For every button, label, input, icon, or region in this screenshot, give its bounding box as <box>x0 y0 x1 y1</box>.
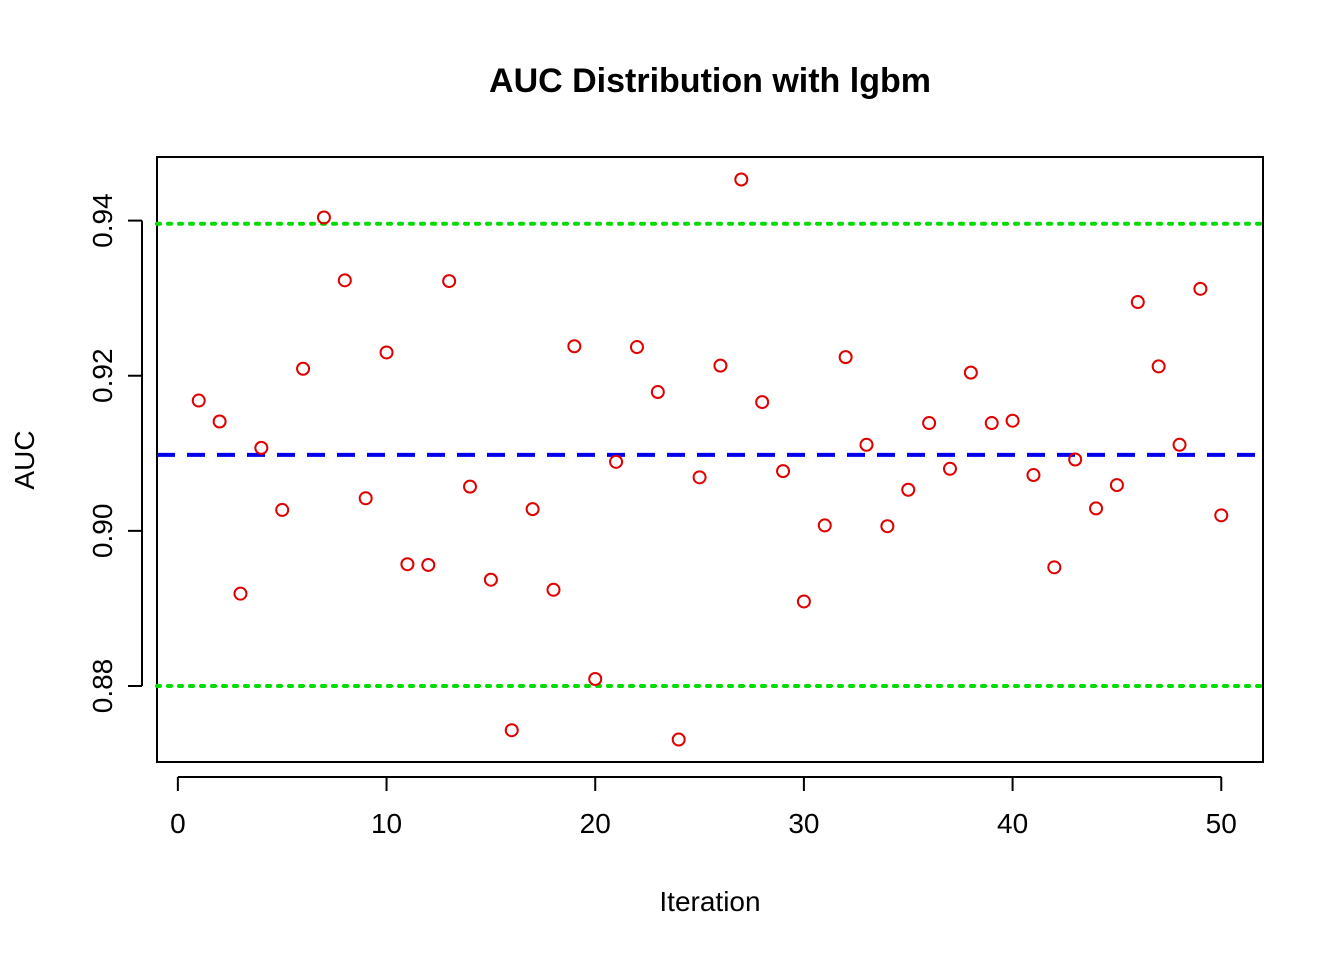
data-point <box>588 672 603 687</box>
data-point <box>275 502 290 517</box>
x-tick-label: 30 <box>788 808 819 839</box>
data-point <box>254 440 269 455</box>
data-point <box>442 274 457 289</box>
plot-frame <box>156 156 1264 763</box>
data-point <box>1109 478 1124 493</box>
data-points <box>191 172 1229 747</box>
data-point <box>546 582 561 597</box>
data-point <box>734 172 749 187</box>
data-point <box>525 502 540 517</box>
data-point <box>796 594 811 609</box>
data-point <box>1151 359 1166 374</box>
data-point <box>963 365 978 380</box>
data-point <box>1130 295 1145 310</box>
reference-lines <box>155 221 1265 688</box>
data-point <box>567 339 582 354</box>
x-tick-label: 40 <box>997 808 1028 839</box>
y-tick-label: 0.94 <box>87 193 118 248</box>
data-point <box>880 519 895 534</box>
data-point <box>233 586 248 601</box>
data-point <box>191 393 206 408</box>
x-tick-label: 10 <box>371 808 402 839</box>
data-point <box>296 361 311 376</box>
y-axis-label: AUC <box>9 430 40 489</box>
data-point <box>463 479 478 494</box>
data-point <box>483 572 498 587</box>
data-point <box>650 385 665 400</box>
data-point <box>358 491 373 506</box>
data-point <box>379 345 394 360</box>
data-point <box>671 732 686 747</box>
data-point <box>212 414 227 429</box>
data-point <box>316 210 331 225</box>
data-point <box>1005 413 1020 428</box>
data-point <box>1172 437 1187 452</box>
data-point <box>984 416 999 431</box>
data-point <box>1026 468 1041 483</box>
data-point <box>1068 452 1083 467</box>
data-point <box>1089 501 1104 516</box>
data-point <box>942 461 957 476</box>
y-tick-label: 0.92 <box>87 348 118 403</box>
x-tick-label: 0 <box>170 808 186 839</box>
data-point <box>817 518 832 533</box>
y-tick-label: 0.88 <box>87 659 118 714</box>
data-point <box>1193 281 1208 296</box>
data-point <box>337 273 352 288</box>
data-point <box>692 470 707 485</box>
data-point <box>838 350 853 365</box>
data-point <box>859 437 874 452</box>
y-axis: 0.88 0.90 0.92 0.94 <box>87 193 143 714</box>
data-point <box>1214 508 1229 523</box>
data-point <box>400 557 415 572</box>
data-point <box>713 358 728 373</box>
y-tick-label: 0.90 <box>87 504 118 559</box>
data-point <box>629 340 644 355</box>
x-axis: 0 10 20 30 40 50 <box>170 776 1237 839</box>
data-point <box>901 482 916 497</box>
data-point <box>504 723 519 738</box>
data-point <box>922 416 937 431</box>
data-point <box>421 557 436 572</box>
data-point <box>755 395 770 410</box>
x-axis-label: Iteration <box>659 886 760 917</box>
data-point <box>609 454 624 469</box>
x-tick-label: 20 <box>580 808 611 839</box>
data-point <box>776 464 791 479</box>
data-point <box>1047 560 1062 575</box>
chart-title: AUC Distribution with lgbm <box>489 62 931 100</box>
x-tick-label: 50 <box>1206 808 1237 839</box>
